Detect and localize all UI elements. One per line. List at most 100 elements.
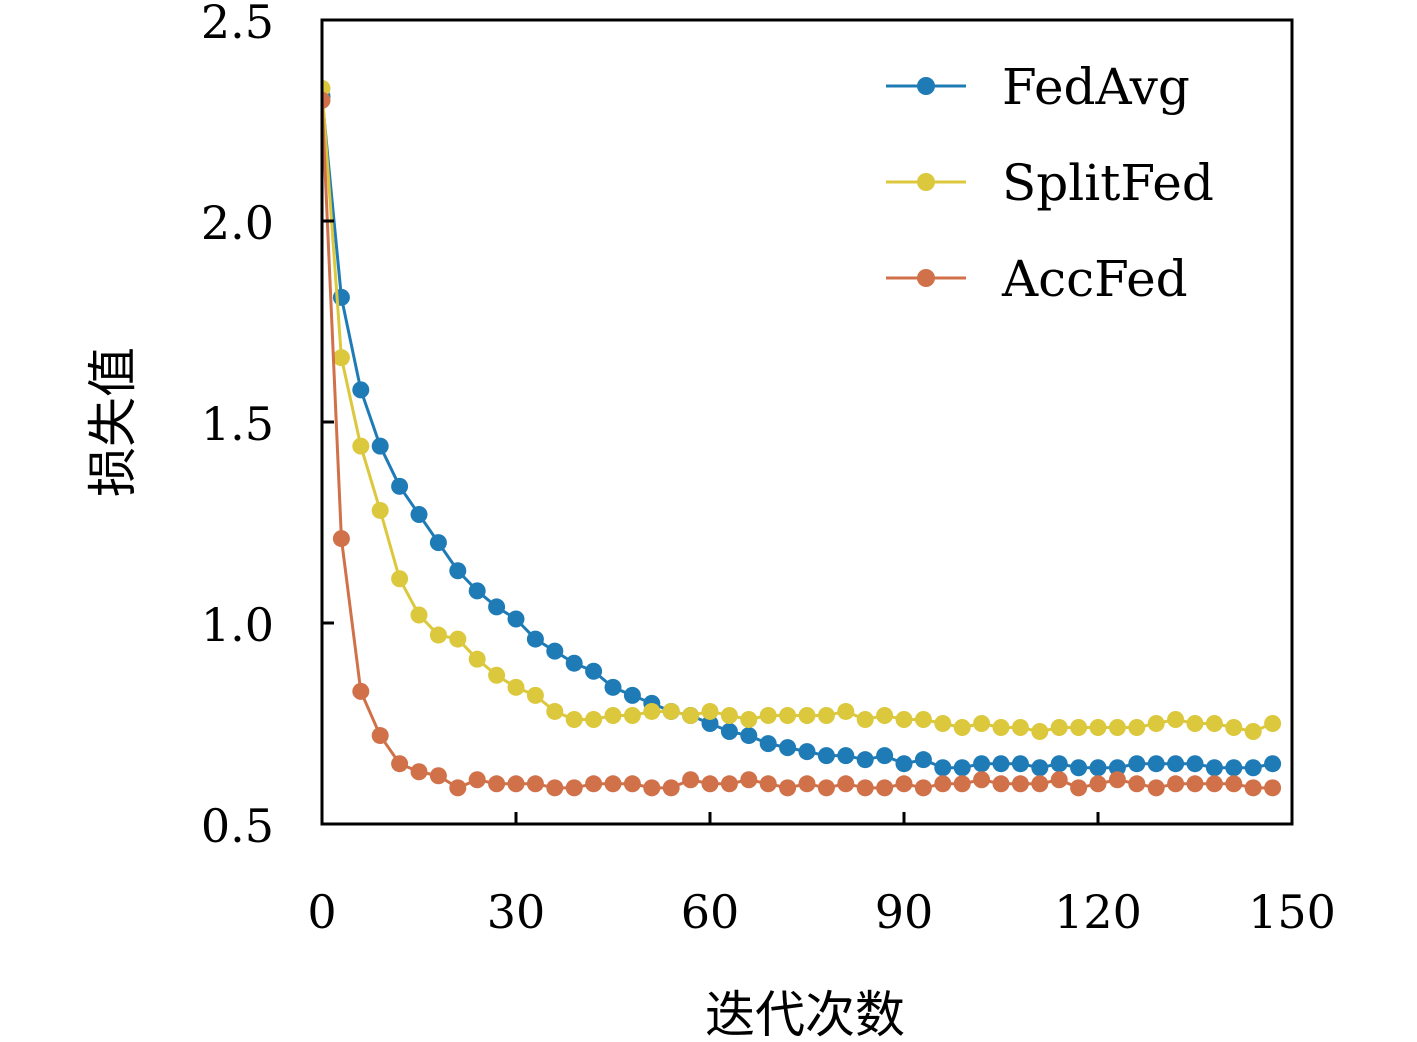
data-point-SplitFed-9 (488, 666, 506, 684)
data-point-SplitFed-10 (507, 678, 525, 696)
x-tick-label-60: 60 (681, 885, 740, 939)
data-point-FedAvg-20 (701, 715, 719, 732)
data-point-SplitFed-31 (914, 710, 932, 728)
data-point-SplitFed-35 (992, 719, 1010, 737)
data-point-FedAvg-2 (352, 381, 370, 399)
data-point-AccFed-7 (449, 779, 467, 797)
data-point-FedAvg-16 (623, 686, 641, 704)
data-point-SplitFed-5 (410, 606, 428, 624)
data-point-AccFed-22 (740, 771, 758, 789)
data-point-AccFed-8 (468, 771, 486, 789)
data-point-AccFed-1 (332, 530, 350, 548)
data-point-AccFed-18 (662, 779, 680, 797)
data-point-AccFed-34 (973, 771, 991, 789)
data-point-AccFed-24 (779, 779, 797, 797)
data-point-AccFed-19 (682, 771, 700, 789)
data-point-FedAvg-34 (973, 755, 991, 773)
data-point-FedAvg-40 (1089, 759, 1107, 777)
data-point-AccFed-3 (371, 727, 389, 745)
data-point-SplitFed-20 (701, 702, 719, 720)
data-point-AccFed-48 (1244, 779, 1262, 797)
y-tick-label-1.5: 1.5 (201, 397, 274, 451)
data-point-AccFed-10 (507, 775, 525, 793)
data-point-FedAvg-30 (895, 755, 913, 773)
x-tick-label-90: 90 (875, 885, 934, 939)
legend-marker-AccFed (917, 269, 935, 287)
data-point-AccFed-41 (1108, 771, 1126, 789)
data-point-SplitFed-36 (1011, 719, 1029, 737)
x-tick-label-30: 30 (487, 885, 546, 939)
data-point-SplitFed-47 (1225, 719, 1243, 737)
y-tick-label-1: 1.0 (201, 598, 274, 652)
data-point-SplitFed-8 (468, 650, 486, 668)
data-point-FedAvg-36 (1011, 755, 1029, 773)
data-point-FedAvg-42 (1128, 755, 1146, 773)
data-point-AccFed-49 (1264, 779, 1282, 797)
data-point-AccFed-40 (1089, 775, 1107, 793)
data-point-FedAvg-12 (546, 642, 564, 660)
data-point-FedAvg-13 (565, 654, 583, 672)
legend-item-SplitFed: SplitFed (886, 154, 1214, 212)
data-point-SplitFed-11 (526, 686, 544, 704)
data-point-SplitFed-23 (759, 706, 777, 724)
data-point-FedAvg-7 (449, 562, 467, 580)
data-point-AccFed-25 (798, 775, 816, 793)
data-point-SplitFed-2 (352, 437, 370, 455)
data-point-AccFed-38 (1050, 771, 1068, 789)
data-point-FedAvg-31 (914, 751, 932, 769)
data-point-SplitFed-48 (1244, 723, 1262, 741)
data-point-SplitFed-17 (643, 702, 661, 720)
data-point-SplitFed-14 (585, 710, 603, 728)
data-point-FedAvg-43 (1147, 755, 1165, 773)
data-point-SplitFed-28 (856, 710, 874, 728)
data-point-FedAvg-45 (1186, 755, 1204, 773)
legend-label-FedAvg: FedAvg (1002, 58, 1190, 116)
data-point-FedAvg-35 (992, 755, 1010, 773)
data-point-AccFed-4 (391, 755, 409, 773)
data-point-FedAvg-38 (1050, 755, 1068, 773)
data-point-FedAvg-15 (604, 678, 622, 696)
data-point-AccFed-32 (934, 775, 952, 793)
data-point-SplitFed-45 (1186, 715, 1204, 732)
data-point-SplitFed-41 (1108, 719, 1126, 737)
data-point-AccFed-39 (1070, 779, 1088, 797)
data-point-AccFed-14 (585, 775, 603, 793)
data-point-FedAvg-10 (507, 610, 525, 628)
data-point-SplitFed-4 (391, 570, 409, 588)
data-point-AccFed-2 (352, 682, 370, 700)
data-point-FedAvg-14 (585, 662, 603, 680)
plot-frame (320, 18, 1294, 826)
data-point-AccFed-15 (604, 775, 622, 793)
data-point-SplitFed-21 (720, 706, 738, 724)
data-point-FedAvg-8 (468, 582, 486, 600)
data-point-FedAvg-32 (934, 759, 952, 777)
x-tick-label-0: 0 (307, 885, 336, 939)
data-point-SplitFed-24 (779, 706, 797, 724)
data-point-AccFed-43 (1147, 779, 1165, 797)
series-AccFed (322, 91, 1282, 797)
data-point-AccFed-27 (837, 775, 855, 793)
legend-label-AccFed: AccFed (1001, 250, 1188, 308)
data-point-FedAvg-44 (1167, 755, 1185, 773)
y-tick-label-0.5: 0.5 (201, 799, 274, 853)
data-point-SplitFed-44 (1167, 710, 1185, 728)
data-point-AccFed-29 (876, 779, 894, 797)
series-SplitFed (322, 79, 1282, 741)
data-point-AccFed-30 (895, 775, 913, 793)
data-point-FedAvg-27 (837, 747, 855, 765)
data-point-AccFed-44 (1167, 775, 1185, 793)
data-point-AccFed-47 (1225, 775, 1243, 793)
data-point-FedAvg-11 (526, 630, 544, 648)
x-axis-label: 迭代次数 (705, 986, 905, 1042)
data-point-AccFed-23 (759, 775, 777, 793)
data-point-FedAvg-24 (779, 739, 797, 757)
data-point-SplitFed-37 (1031, 723, 1049, 741)
data-point-AccFed-9 (488, 775, 506, 793)
data-point-FedAvg-4 (391, 477, 409, 495)
legend-marker-FedAvg (917, 77, 935, 95)
data-point-FedAvg-22 (740, 727, 758, 745)
data-point-SplitFed-15 (604, 706, 622, 724)
legend: FedAvg SplitFed AccFed (886, 58, 1214, 308)
data-point-AccFed-17 (643, 779, 661, 797)
data-point-AccFed-11 (526, 775, 544, 793)
